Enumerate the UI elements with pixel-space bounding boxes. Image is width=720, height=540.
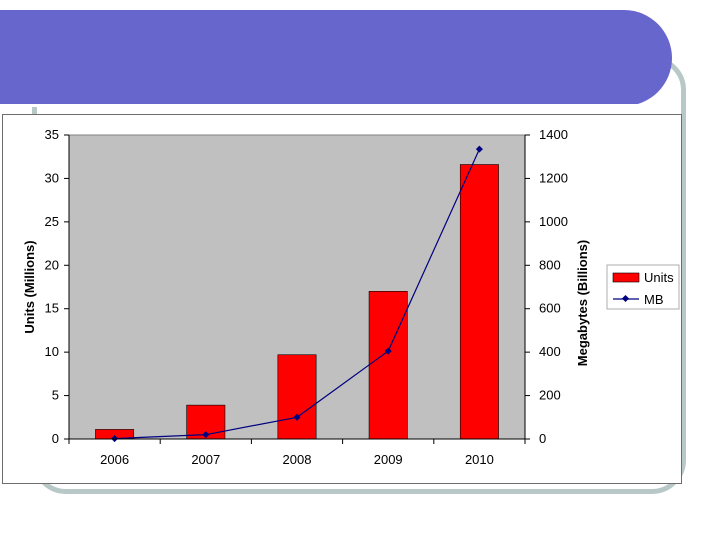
- legend-box: [606, 264, 680, 310]
- left-tick-label: 35: [45, 127, 59, 142]
- left-tick-label: 0: [52, 431, 59, 446]
- title-bar: [0, 10, 672, 107]
- legend-units-label: Units: [644, 270, 674, 285]
- right-tick-label: 1400: [539, 127, 568, 142]
- legend: Units MB: [606, 264, 680, 310]
- x-tick-label: 2009: [374, 452, 403, 467]
- point-mb-2009: [384, 347, 392, 355]
- x-tick-label: 2010: [465, 452, 494, 467]
- legend-units-swatch: [612, 272, 640, 283]
- combo-chart: 0 5 10 15 20 25 30 35 0 200 400 600 800 1000 1200 1400 2…: [22, 127, 680, 467]
- left-axis-title: Units (Millions): [22, 240, 37, 333]
- right-tick-label: 1200: [539, 170, 568, 185]
- x-tick-label: 2007: [191, 452, 220, 467]
- title-underline: [0, 104, 638, 107]
- right-tick-label: 1000: [539, 214, 568, 229]
- x-tick-label: 2008: [283, 452, 312, 467]
- bar-units-2009: [368, 291, 408, 440]
- left-tick-label: 30: [45, 170, 59, 185]
- left-tick-label: 20: [45, 257, 59, 272]
- bar-units-2010: [459, 164, 499, 440]
- right-tick-label: 800: [539, 257, 561, 272]
- right-tick-label: 400: [539, 344, 561, 359]
- left-tick-label: 10: [45, 344, 59, 359]
- legend-mb-marker: [621, 294, 630, 303]
- right-tick-label: 0: [539, 431, 546, 446]
- point-mb-2007: [202, 431, 210, 439]
- bar-units-2008: [277, 354, 317, 440]
- chart-panel: 0 5 10 15 20 25 30 35 0 200 400 600 800 1000 1200 1400 2…: [2, 114, 682, 484]
- right-tick-label: 200: [539, 388, 561, 403]
- x-tick-label: 2006: [100, 452, 129, 467]
- point-mb-2008: [293, 413, 301, 421]
- bars-layer: [95, 164, 499, 440]
- right-axis-title: Megabytes (Billions): [575, 240, 590, 366]
- legend-mb-label: MB: [644, 292, 664, 307]
- left-tick-label: 25: [45, 214, 59, 229]
- right-tick-label: 600: [539, 301, 561, 316]
- line-layer: [111, 145, 483, 443]
- left-tick-label: 15: [45, 301, 59, 316]
- axis-layer: 0 5 10 15 20 25 30 35 0 200 400 600 800 1000 1200 1400 2…: [45, 127, 568, 467]
- left-tick-label: 5: [52, 388, 59, 403]
